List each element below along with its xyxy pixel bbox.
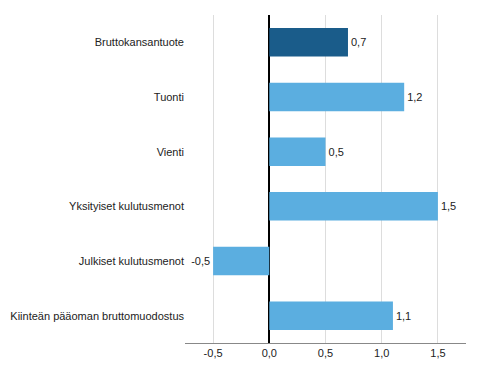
svg-text:1,2: 1,2 [407, 91, 422, 103]
svg-text:0,5: 0,5 [318, 347, 333, 359]
svg-text:1,1: 1,1 [396, 310, 411, 322]
svg-text:-0,5: -0,5 [204, 347, 223, 359]
svg-text:Julkiset kulutusmenot: Julkiset kulutusmenot [79, 255, 184, 267]
svg-text:1,5: 1,5 [430, 347, 445, 359]
svg-text:Yksityiset kulutusmenot: Yksityiset kulutusmenot [69, 200, 184, 212]
svg-text:Bruttokansantuote: Bruttokansantuote [95, 36, 184, 48]
svg-text:-0,5: -0,5 [191, 255, 210, 267]
svg-text:Tuonti: Tuonti [154, 91, 184, 103]
svg-text:0,5: 0,5 [329, 146, 344, 158]
svg-text:1,0: 1,0 [374, 347, 389, 359]
svg-text:0,7: 0,7 [351, 36, 366, 48]
svg-text:1,5: 1,5 [441, 200, 456, 212]
svg-text:Kiinteän pääoman bruttomuodost: Kiinteän pääoman bruttomuodostus [10, 310, 184, 322]
svg-text:0,0: 0,0 [262, 347, 277, 359]
svg-text:Vienti: Vienti [157, 146, 184, 158]
